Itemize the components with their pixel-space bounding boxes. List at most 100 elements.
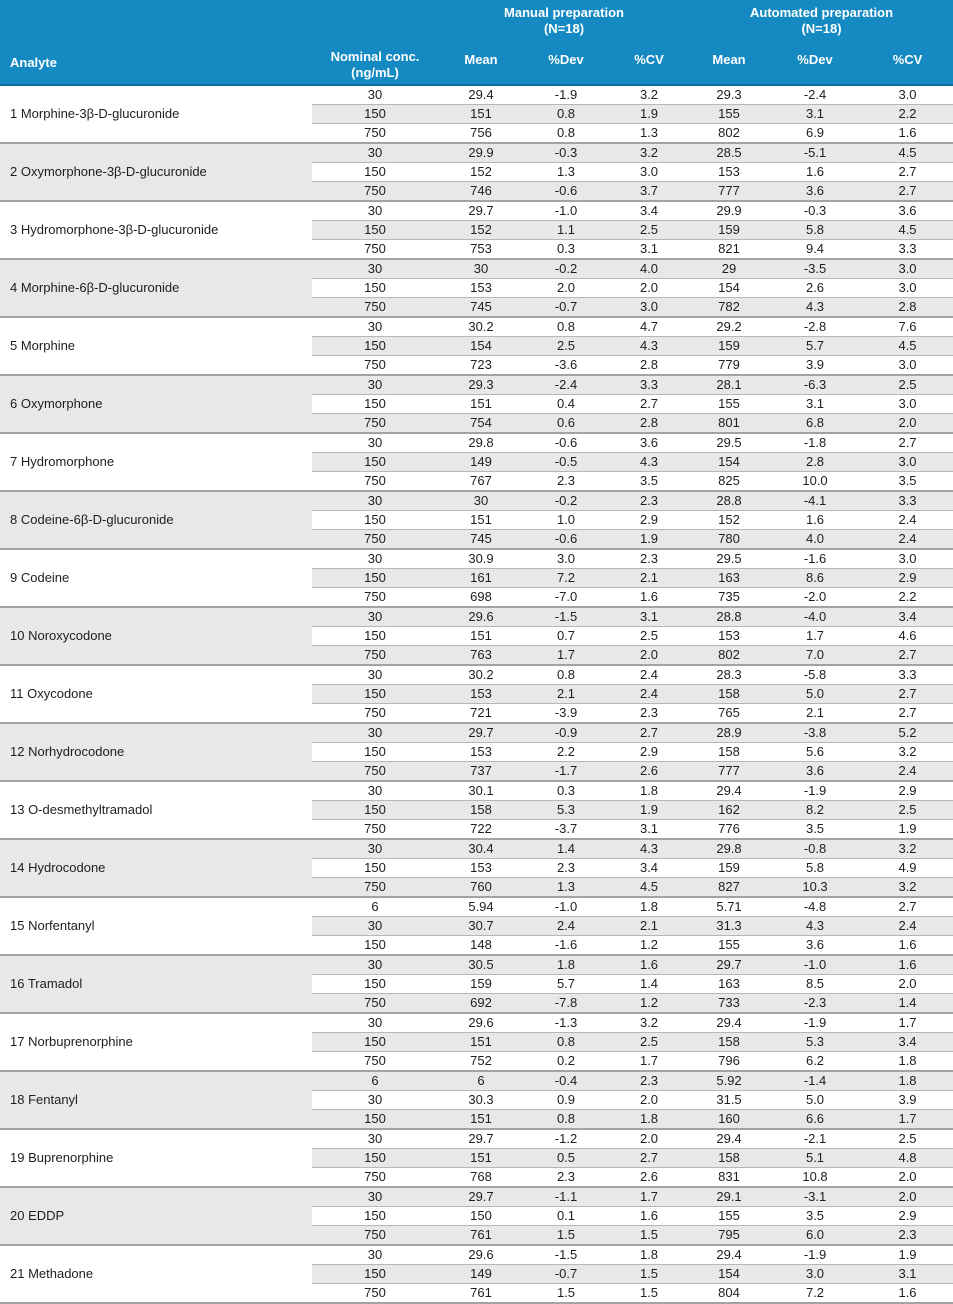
manual-dev-cell: -1.5 <box>524 1244 608 1265</box>
manual-cv-cell: 2.5 <box>608 626 691 646</box>
manual-dev-cell: 0.8 <box>524 104 608 124</box>
auto-dev-cell: -1.9 <box>768 1244 863 1265</box>
auto-mean-cell: 29.4 <box>690 1128 769 1149</box>
auto-cv-cell: 3.0 <box>862 452 953 472</box>
analyte-name: 1 Morphine-3β-D-glucuronide <box>0 85 312 143</box>
manual-cv-cell: 2.3 <box>608 548 691 569</box>
manual-cv-cell: 2.3 <box>608 703 691 723</box>
auto-mean-cell: 779 <box>690 355 769 375</box>
nominal-conc-cell: 150 <box>312 394 438 414</box>
auto-mean-cell: 29.9 <box>690 200 769 221</box>
auto-mean-cell: 155 <box>690 394 769 414</box>
manual-dev-cell: -3.9 <box>524 703 608 723</box>
nominal-conc-cell: 30 <box>312 722 438 743</box>
nominal-conc-cell: 750 <box>312 123 438 143</box>
analyte-name: 9 Codeine <box>0 548 312 607</box>
nominal-conc-cell: 150 <box>312 220 438 240</box>
nominal-conc-cell: 150 <box>312 974 438 994</box>
auto-mean-cell: 28.5 <box>690 142 769 163</box>
auto-dev-cell: 2.8 <box>768 452 863 472</box>
auto-cv-cell: 1.8 <box>862 1051 953 1071</box>
table-row: 8 Codeine-6β-D-glucuronide 30 30 -0.2 2.3 28.… <box>0 490 953 549</box>
auto-cv-cell: 7.6 <box>862 316 953 337</box>
table-row: 19 Buprenorphine 30 29.7 -1.2 2.0 29.4 -2.1 2.5 <box>0 1128 953 1187</box>
auto-mean-cell: 154 <box>690 452 769 472</box>
nominal-conc-cell: 6 <box>312 1070 438 1091</box>
nominal-conc-cell: 750 <box>312 703 438 723</box>
manual-dev-cell: 2.3 <box>524 471 608 491</box>
nominal-conc-cell: 30 <box>312 1244 438 1265</box>
auto-mean-cell: 155 <box>690 104 769 124</box>
manual-mean-cell: 745 <box>438 529 524 549</box>
auto-dev-cell: -1.9 <box>768 780 863 801</box>
auto-dev-cell: 3.0 <box>768 1264 863 1284</box>
manual-mean-cell: 151 <box>438 104 524 124</box>
manual-mean-cell: 154 <box>438 336 524 356</box>
auto-cv-cell: 4.8 <box>862 1148 953 1168</box>
manual-mean-cell: 761 <box>438 1225 524 1245</box>
auto-cv-cell: 2.5 <box>862 800 953 820</box>
manual-cv-cell: 3.4 <box>608 200 691 221</box>
manual-cv-cell: 3.1 <box>608 239 691 259</box>
group-title-automated: Automated preparation <box>750 5 894 20</box>
nominal-conc-cell: 750 <box>312 587 438 607</box>
nominal-conc-cell: 150 <box>312 626 438 646</box>
manual-dev-cell: -0.6 <box>524 529 608 549</box>
manual-cv-cell: 2.0 <box>608 1128 691 1149</box>
manual-mean-cell: 153 <box>438 742 524 762</box>
column-header-manual-dev: %Dev <box>524 40 608 86</box>
auto-mean-cell: 154 <box>690 278 769 298</box>
nominal-conc-cell: 150 <box>312 1148 438 1168</box>
manual-cv-cell: 1.3 <box>608 123 691 143</box>
manual-dev-cell: -7.8 <box>524 993 608 1013</box>
auto-mean-cell: 159 <box>690 858 769 878</box>
table-row: 17 Norbuprenorphine 30 29.6 -1.3 3.2 29.4 -1.9… <box>0 1012 953 1071</box>
nominal-conc-cell: 150 <box>312 742 438 762</box>
manual-cv-cell: 3.3 <box>608 374 691 395</box>
auto-dev-cell: 8.2 <box>768 800 863 820</box>
auto-cv-cell: 3.0 <box>862 85 953 105</box>
manual-mean-cell: 30.4 <box>438 838 524 859</box>
nominal-conc-cell: 30 <box>312 432 438 453</box>
auto-cv-cell: 2.3 <box>862 1225 953 1245</box>
auto-dev-cell: 8.6 <box>768 568 863 588</box>
auto-cv-cell: 2.5 <box>862 1128 953 1149</box>
nominal-conc-cell: 30 <box>312 548 438 569</box>
nominal-conc-cell: 150 <box>312 162 438 182</box>
auto-cv-cell: 3.2 <box>862 877 953 897</box>
table-row: 30 30.7 2.4 2.1 31.3 4.3 2.4 <box>0 916 953 936</box>
table-row: 150 149 -0.5 4.3 154 2.8 3.0 <box>0 452 953 472</box>
auto-dev-cell: 5.3 <box>768 1032 863 1052</box>
auto-cv-cell: 3.9 <box>862 1090 953 1110</box>
auto-mean-cell: 827 <box>690 877 769 897</box>
manual-dev-cell: -1.6 <box>524 935 608 955</box>
auto-cv-cell: 2.2 <box>862 104 953 124</box>
auto-mean-cell: 777 <box>690 761 769 781</box>
manual-mean-cell: 761 <box>438 1283 524 1303</box>
nominal-conc-cell: 30 <box>312 1128 438 1149</box>
manual-dev-cell: -1.2 <box>524 1128 608 1149</box>
manual-mean-cell: 29.6 <box>438 1012 524 1033</box>
manual-dev-cell: 0.5 <box>524 1148 608 1168</box>
nominal-conc-cell: 750 <box>312 1051 438 1071</box>
manual-dev-cell: -1.9 <box>524 85 608 105</box>
manual-dev-cell: -3.6 <box>524 355 608 375</box>
manual-mean-cell: 29.8 <box>438 432 524 453</box>
auto-dev-cell: 3.1 <box>768 394 863 414</box>
nominal-conc-cell: 150 <box>312 1032 438 1052</box>
manual-mean-cell: 29.7 <box>438 1186 524 1207</box>
auto-dev-cell: -6.3 <box>768 374 863 395</box>
auto-dev-cell: -2.0 <box>768 587 863 607</box>
auto-mean-cell: 29.4 <box>690 1244 769 1265</box>
nominal-conc-cell: 150 <box>312 684 438 704</box>
auto-mean-cell: 802 <box>690 645 769 665</box>
auto-dev-cell: 4.0 <box>768 529 863 549</box>
manual-dev-cell: 3.0 <box>524 548 608 569</box>
auto-dev-cell: 4.3 <box>768 916 863 936</box>
manual-mean-cell: 151 <box>438 626 524 646</box>
auto-dev-cell: 7.0 <box>768 645 863 665</box>
auto-mean-cell: 780 <box>690 529 769 549</box>
manual-cv-cell: 2.5 <box>608 1032 691 1052</box>
manual-dev-cell: 1.5 <box>524 1283 608 1303</box>
auto-cv-cell: 2.7 <box>862 703 953 723</box>
